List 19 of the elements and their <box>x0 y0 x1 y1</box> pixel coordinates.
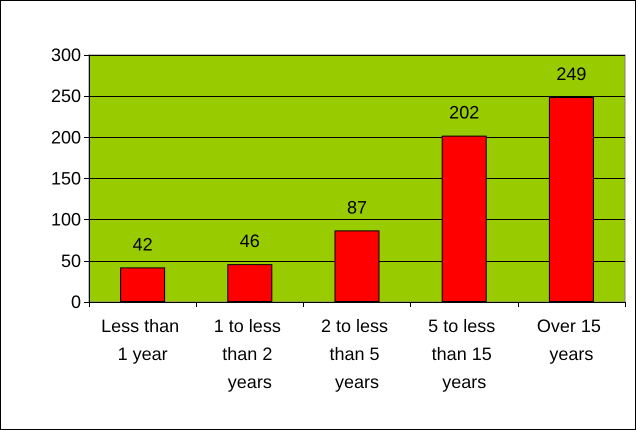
bar <box>120 267 166 302</box>
bar <box>227 264 272 302</box>
data-label: 87 <box>346 197 368 218</box>
x-tick-label: 1 to less than 2 years <box>214 316 286 392</box>
data-label: 46 <box>240 231 260 252</box>
y-tick-label: 50 <box>60 250 81 271</box>
y-tick-label: 100 <box>50 210 81 230</box>
data-label: 249 <box>556 64 586 84</box>
data-label: 202 <box>449 102 480 123</box>
x-tick-label: 5 to less than 15 years <box>428 316 500 392</box>
y-tick-label: 250 <box>50 86 81 106</box>
x-tick-label: 2 to less than 5 years <box>320 316 394 392</box>
y-tick-label: 200 <box>50 127 81 148</box>
y-tick-label: 300 <box>50 45 81 65</box>
data-label: 42 <box>132 234 153 254</box>
y-tick-label: 0 <box>70 292 81 312</box>
y-tick-label: 150 <box>50 168 81 188</box>
x-tick-label: Over 15 years <box>536 316 606 364</box>
x-tick-label: Less than 1 year <box>101 316 184 364</box>
